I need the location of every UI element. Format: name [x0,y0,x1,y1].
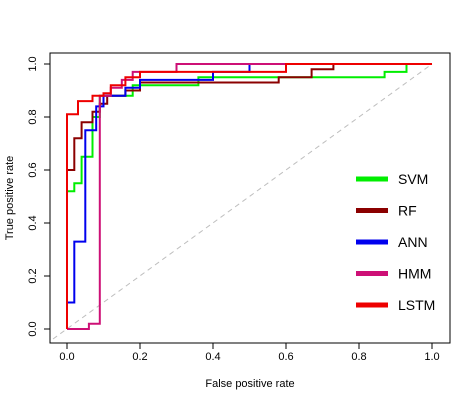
x-tick-label: 0.8 [351,351,366,363]
y-tick-label: 1.0 [27,56,39,71]
x-tick-label: 0.4 [205,351,220,363]
roc-curves [66,63,432,330]
legend-label-hmm: HMM [398,266,431,282]
y-tick-label: 0.4 [27,215,39,230]
legend-label-rf: RF [398,203,417,219]
x-tick-label: 0.0 [59,351,74,363]
diagonal-reference-line [52,63,433,340]
y-tick-label: 0.0 [27,321,39,336]
x-tick-label: 1.0 [424,351,439,363]
x-axis-title: False positive rate [205,378,294,390]
x-tick-label: 0.2 [132,351,147,363]
y-axis-title: True positive rate [4,156,16,241]
x-axis: 0.0 0.2 0.4 0.6 0.8 1.0 [59,342,440,363]
x-tick-label: 0.6 [278,351,293,363]
y-tick-label: 0.6 [27,162,39,177]
legend: SVM RF ANN HMM LSTM [356,171,435,313]
roc-curve-lstm [66,63,432,329]
y-axis: 0.0 0.2 0.4 0.6 0.8 1.0 [27,56,51,337]
y-tick-label: 0.8 [27,109,39,124]
legend-label-ann: ANN [398,234,428,250]
y-tick-label: 0.2 [27,268,39,283]
legend-label-lstm: LSTM [398,297,435,313]
legend-label-svm: SVM [398,171,428,187]
